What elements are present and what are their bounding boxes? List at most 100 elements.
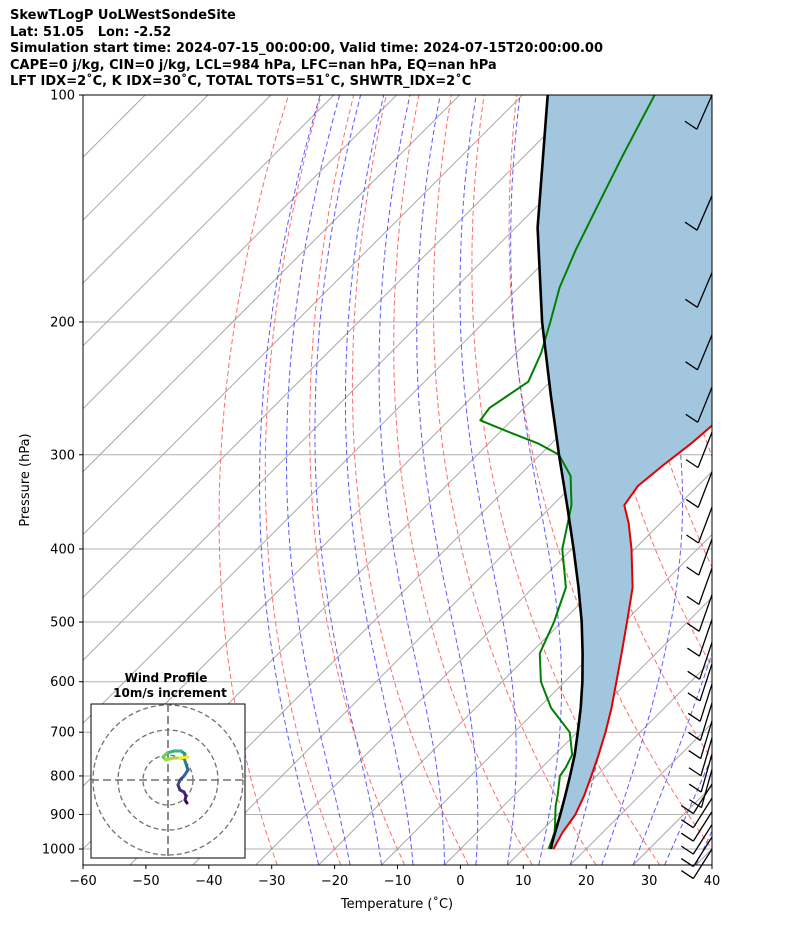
barb-flag: [688, 731, 701, 741]
barb-staff: [698, 567, 713, 605]
isotherm-line: [83, 95, 398, 410]
barb-staff: [692, 783, 713, 814]
moist-adiabat: [632, 652, 712, 865]
barb-flag: [680, 870, 694, 880]
temperature-line: [552, 424, 712, 850]
dry-adiabat: [432, 95, 597, 865]
dry-adiabat: [508, 95, 712, 850]
x-tick-label: −20: [321, 874, 348, 889]
isotherm-line: [83, 95, 460, 473]
barb-staff: [697, 431, 713, 468]
barb-staff: [699, 683, 713, 722]
wind-barb: [680, 797, 713, 829]
barb-flag: [684, 221, 698, 231]
wind-barb: [687, 619, 713, 657]
barb-flag: [684, 298, 698, 308]
wind-barb: [686, 594, 713, 632]
y-tick-label: 100: [50, 89, 75, 104]
barb-flag: [685, 459, 699, 469]
barb-staff: [698, 538, 713, 576]
dewpoint-line: [479, 95, 656, 850]
y-tick-label: 500: [50, 616, 75, 631]
isotherm-line: [129, 282, 712, 865]
x-axis: −60 −50 −40 −30 −20 −10 0 10 20 30 40: [69, 865, 720, 889]
moist-adiabat: [416, 95, 479, 865]
y-axis-label: Pressure (hPa): [18, 433, 33, 526]
parcel-fill-area: [537, 95, 712, 849]
wind-barb: [686, 538, 713, 576]
barb-flag: [686, 595, 700, 605]
x-tick-label: −50: [132, 874, 159, 889]
wind-barb: [687, 663, 713, 702]
moist-adiabat: [664, 755, 712, 865]
moist-adiabat: [510, 95, 563, 865]
isotherm-line: [255, 408, 712, 865]
y-tick-label: 900: [50, 808, 75, 823]
barb-flag: [680, 845, 694, 855]
inset-subtitle: 10m/s increment: [113, 686, 227, 700]
barb-flag: [680, 805, 694, 815]
y-tick-label: 800: [50, 769, 75, 784]
indices-line: LFT IDX=2˚C, K IDX=30˚C, TOTAL TOTS=51˚C…: [10, 74, 472, 89]
isotherm-line: [759, 95, 794, 865]
wind-barb: [688, 753, 713, 793]
barb-flag: [685, 498, 699, 508]
isotherm-line: [0, 95, 19, 865]
parcel-fill: [537, 95, 712, 849]
wind-barb: [684, 195, 713, 231]
wind-barb: [689, 769, 713, 809]
wind-barb: [686, 567, 713, 605]
dry-adiabat: [264, 95, 342, 865]
dry-adiabat: [471, 95, 661, 865]
moist-adiabat: [459, 95, 517, 865]
barb-flag: [687, 670, 701, 680]
isotherm-line: [318, 470, 712, 865]
dry-adiabat: [711, 95, 712, 102]
barb-flag: [684, 120, 698, 130]
y-tick-label: 600: [50, 675, 75, 690]
barb-staff: [696, 94, 713, 130]
x-axis-label: Temperature (˚C): [340, 896, 453, 912]
barb-staff: [692, 824, 713, 855]
isotherm-line: [83, 95, 649, 662]
barb-flag: [688, 767, 702, 777]
x-tick-label: 20: [578, 874, 595, 889]
wind-barb: [680, 783, 713, 815]
barb-staff: [700, 737, 713, 776]
barb-staff: [698, 594, 713, 632]
isotherm-line: [381, 533, 712, 865]
isotherm-line: [506, 659, 712, 865]
barb-flag: [680, 832, 694, 842]
cape-line: CAPE=0 j/kg, CIN=0 j/kg, LCL=984 hPa, LF…: [10, 57, 497, 73]
x-tick-label: 40: [704, 874, 721, 889]
barb-staff: [699, 642, 713, 680]
barb-staff: [692, 797, 713, 829]
barb-staff: [697, 471, 713, 508]
x-tick-label: 10: [515, 874, 532, 889]
barb-staff: [700, 720, 713, 759]
isotherm-line: [444, 596, 712, 865]
x-tick-label: −10: [384, 874, 411, 889]
barb-staff: [698, 619, 713, 657]
moist-adiabat: [286, 95, 351, 865]
barb-staff: [692, 811, 713, 842]
time-line: Simulation start time: 2024-07-15_00:00:…: [10, 41, 603, 56]
wind-barb: [680, 848, 713, 880]
y-tick-label: 300: [50, 448, 75, 463]
barb-flag: [687, 647, 700, 657]
barb-flag: [688, 783, 702, 793]
isotherm-line: [83, 95, 586, 599]
dry-adiabat: [777, 95, 794, 865]
wind-barbs: [680, 94, 713, 880]
barb-flag: [687, 692, 701, 702]
barb-staff: [699, 663, 713, 702]
barb-staff: [700, 769, 713, 808]
inset-title: Wind Profile: [125, 671, 208, 685]
dry-adiabat: [309, 95, 406, 865]
y-axis: 100 200 300 400 500 600 700 800 900 1000: [42, 89, 83, 858]
moist-adiabat: [345, 95, 414, 865]
barb-flag: [686, 622, 700, 632]
barb-flag: [685, 361, 698, 371]
x-tick-label: 0: [456, 874, 464, 889]
isotherm-line: [83, 95, 523, 536]
